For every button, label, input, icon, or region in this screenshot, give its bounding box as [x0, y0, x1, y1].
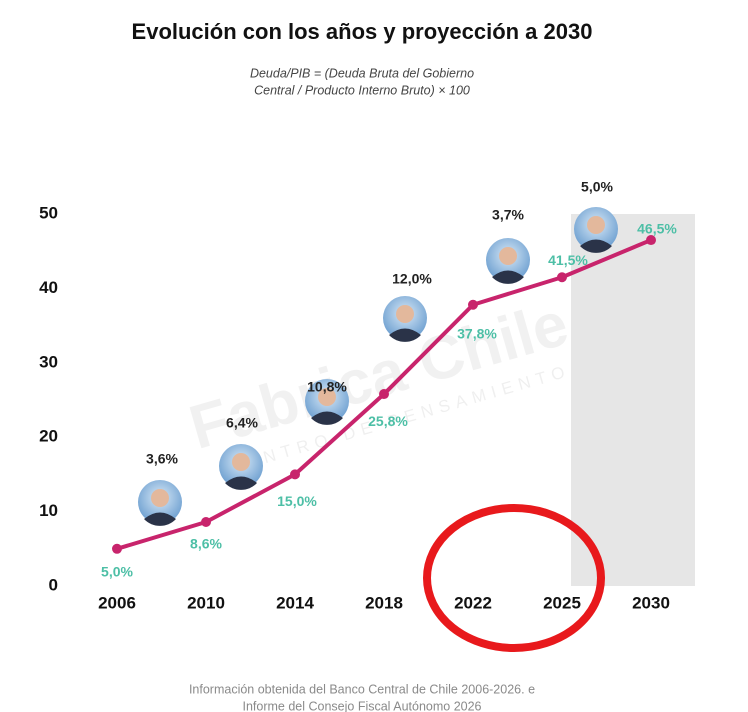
portrait-head [396, 305, 414, 323]
portrait-head [318, 388, 336, 406]
subtitle: Deuda/PIB = (Deuda Bruta del Gobierno [250, 66, 474, 80]
data-point [557, 272, 567, 283]
y-tick-label: 50 [39, 203, 58, 222]
portrait-head [499, 247, 517, 265]
projection-shade [571, 214, 695, 586]
data-point [646, 235, 656, 246]
value-label: 46,5% [637, 221, 677, 237]
portrait-head [232, 453, 250, 471]
value-label: 15,0% [277, 493, 317, 509]
annotation: 12,0% [392, 271, 432, 287]
value-label: 8,6% [190, 536, 222, 552]
x-tick-label: 2022 [454, 593, 492, 612]
data-point [201, 517, 211, 528]
data-point [290, 469, 300, 480]
chart-title: Evolución con los años y proyección a 20… [132, 19, 593, 44]
value-label: 41,5% [548, 252, 588, 268]
value-label: 37,8% [457, 325, 497, 341]
portrait-body [225, 476, 257, 490]
portrait-body [492, 270, 524, 284]
annotation: 5,0% [581, 179, 613, 195]
y-tick-label: 10 [39, 501, 58, 520]
data-point [379, 389, 389, 400]
y-tick-label: 0 [49, 575, 58, 594]
x-tick-label: 2025 [543, 593, 581, 612]
data-point [468, 299, 478, 310]
footer: Informe del Consejo Fiscal Autónomo 2026 [242, 699, 481, 712]
subtitle: Central / Producto Interno Bruto) × 100 [254, 83, 470, 97]
x-tick-label: 2014 [276, 593, 314, 612]
portrait-body [144, 512, 176, 526]
annotation: 3,7% [492, 207, 524, 223]
portrait-head [587, 216, 605, 234]
x-tick-label: 2018 [365, 593, 403, 612]
portrait-body [311, 411, 343, 425]
x-tick-label: 2006 [98, 593, 136, 612]
x-tick-label: 2010 [187, 593, 225, 612]
annotation: 6,4% [226, 415, 258, 431]
y-tick-label: 40 [39, 278, 58, 297]
portrait-body [580, 239, 612, 253]
portrait-body [389, 328, 421, 342]
x-tick-label: 2030 [632, 593, 670, 612]
annotation: 3,6% [146, 451, 178, 467]
value-label: 25,8% [368, 413, 408, 429]
highlight-circle [423, 504, 605, 652]
footer: Información obtenida del Banco Central d… [189, 682, 535, 696]
value-label: 5,0% [101, 564, 133, 580]
data-point [112, 543, 122, 554]
y-tick-label: 20 [39, 427, 58, 446]
annotation: 10,8% [307, 379, 347, 395]
y-tick-label: 30 [39, 352, 58, 371]
portrait-head [151, 489, 169, 507]
